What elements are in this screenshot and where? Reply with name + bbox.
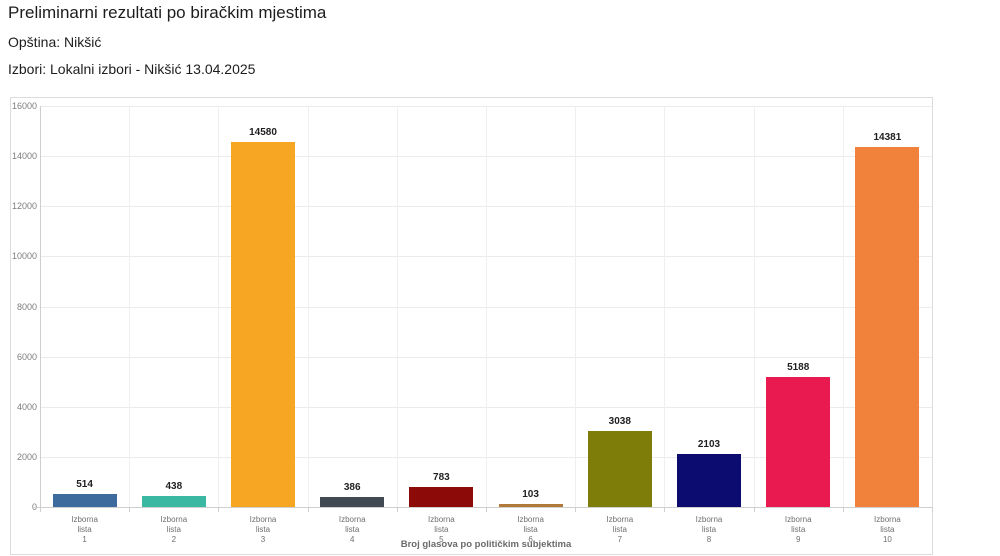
x-category-label: Izborna lista 1	[71, 515, 98, 544]
x-axis-tick	[664, 507, 666, 512]
x-axis-tick	[307, 507, 309, 512]
x-axis-tick	[842, 507, 844, 512]
bar[interactable]	[141, 496, 206, 507]
x-axis-tick	[575, 507, 577, 512]
y-tick-label: 2000	[16, 451, 37, 462]
bar-value-label: 14580	[249, 127, 277, 138]
y-tick-label: 4000	[16, 401, 37, 412]
bar-value-label: 438	[165, 481, 183, 492]
bar-value-label: 3038	[608, 416, 631, 427]
y-tick-label: 16000	[11, 101, 37, 111]
plot-area: 0200040006000800010000120001400016000514…	[11, 98, 933, 554]
x-category-label: Izborna lista 8	[695, 515, 723, 544]
category-gridline	[486, 106, 487, 507]
x-category-label: Izborna lista 2	[160, 515, 188, 544]
x-category-label: Izborna lista 4	[338, 515, 366, 544]
bar[interactable]	[677, 454, 741, 507]
bar[interactable]	[855, 147, 920, 507]
bar-value-label: 514	[76, 479, 93, 490]
x-category-label: Izborna lista 9	[784, 515, 812, 544]
category-gridline	[129, 106, 131, 507]
x-axis-tick	[932, 507, 933, 512]
x-category-label: Izborna lista 7	[606, 515, 634, 544]
y-axis-line	[40, 106, 41, 507]
category-gridline	[842, 106, 844, 507]
bar[interactable]	[52, 494, 117, 507]
municipality-line: Opština: Nikšić	[8, 34, 102, 50]
y-tick-label: 12000	[11, 201, 37, 212]
x-category-label: Izborna lista 3	[249, 515, 277, 544]
category-gridline	[575, 106, 577, 507]
category-gridline	[664, 106, 666, 507]
bar-chart: 0200040006000800010000120001400016000514…	[10, 97, 933, 555]
bar[interactable]	[766, 377, 831, 507]
x-axis-tick	[396, 507, 398, 512]
x-category-label: Izborna lista 5	[428, 515, 455, 544]
bar-value-label: 5188	[787, 362, 810, 373]
y-tick-label: 8000	[16, 301, 37, 312]
x-axis-line	[34, 507, 932, 508]
x-axis-tick	[218, 507, 220, 512]
category-gridline	[307, 106, 309, 507]
bar[interactable]	[587, 431, 652, 507]
bar[interactable]	[320, 497, 385, 507]
y-tick-label: 14000	[11, 151, 37, 162]
bar[interactable]	[409, 487, 474, 507]
x-axis-tick	[129, 507, 131, 512]
y-tick-label: 10000	[11, 251, 37, 262]
bar-value-label: 783	[433, 472, 450, 483]
category-gridline	[218, 106, 220, 507]
bar-value-label: 14381	[873, 132, 902, 143]
bar-value-label: 2103	[697, 439, 721, 450]
page-title: Preliminarni rezultati po biračkim mjest…	[8, 3, 327, 22]
x-category-label: Izborna lista 6	[517, 515, 544, 544]
bar[interactable]	[498, 504, 563, 507]
bar[interactable]	[231, 142, 295, 507]
x-category-label: Izborna lista 10	[874, 515, 901, 544]
y-tick-label: 6000	[16, 351, 37, 362]
bar-value-label: 386	[343, 482, 361, 493]
category-gridline	[753, 106, 755, 507]
x-axis-tick	[486, 507, 487, 512]
x-axis-title: Broj glasova po političkim subjektima	[400, 539, 572, 550]
category-gridline	[396, 106, 398, 507]
x-axis-tick	[753, 507, 755, 512]
election-line: Izbori: Lokalni izbori - Nikšić 13.04.20…	[8, 61, 256, 77]
x-axis-tick	[40, 507, 41, 512]
bar-value-label: 103	[522, 489, 539, 500]
